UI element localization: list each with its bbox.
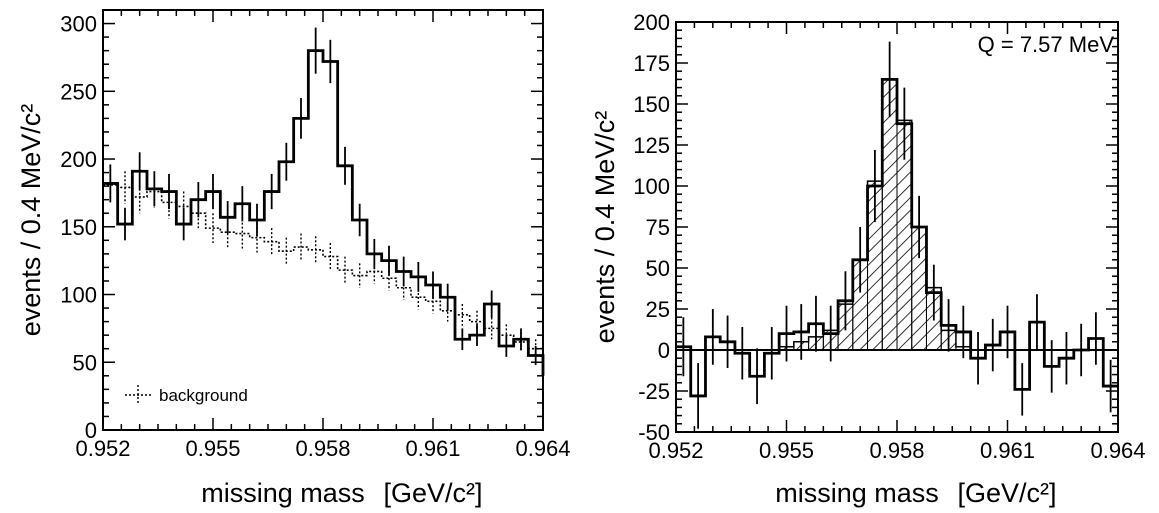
left-x-axis-label: missing mass: [201, 478, 365, 508]
left-y-axis-label: events / 0.4 MeV/c²: [16, 104, 46, 337]
right-x-axis-unit: [GeV/c²]: [957, 478, 1056, 508]
left-chart: 0.952 0.955 0.958 0.961 0.964 0 50 100 150 200 250…: [16, 9, 571, 508]
right-x-axis-label: missing mass: [775, 478, 939, 508]
right-y-tick-label: 50: [646, 256, 670, 281]
right-y-tick-label: 25: [646, 297, 670, 322]
left-y-tick-label: 100: [60, 283, 97, 308]
right-y-tick-label: 75: [646, 215, 670, 240]
right-x-tick-label: 0.955: [759, 438, 814, 463]
right-hatched-bin: [940, 329, 957, 351]
right-y-tick-label: -50: [638, 420, 670, 445]
left-y-tick-label: 150: [60, 215, 97, 240]
left-data-histogram: [103, 49, 545, 376]
right-y-tick-label: 125: [633, 133, 670, 158]
right-y-tick-label: 175: [633, 51, 670, 76]
q-value-annotation: Q = 7.57 MeV: [978, 32, 1115, 57]
left-y-tick-label: 300: [60, 12, 97, 37]
right-x-tick-label: 0.958: [869, 438, 924, 463]
left-y-tick-label: 200: [60, 147, 97, 172]
left-x-tick-label: 0.952: [75, 436, 130, 461]
right-y-tick-label: -25: [638, 379, 670, 404]
right-y-tick-label: 0: [658, 338, 670, 363]
legend-label: background: [159, 386, 248, 405]
left-y-tick-label: 0: [85, 418, 97, 443]
left-x-axis-unit: [GeV/c²]: [383, 478, 482, 508]
left-x-tick-label: 0.958: [295, 436, 350, 461]
right-chart: 0.952 0.955 0.958 0.961 0.964 -50 -25 0 25 50 75 10…: [590, 10, 1146, 508]
right-y-tick-label: 100: [633, 174, 670, 199]
left-y-tick-label: 250: [60, 79, 97, 104]
right-y-tick-label: 150: [633, 92, 670, 117]
right-x-tick-label: 0.952: [648, 438, 703, 463]
right-y-axis-label: events / 0.4 MeV/c²: [590, 111, 620, 344]
left-plot-frame: [102, 9, 544, 431]
left-y-tick-label: 50: [73, 350, 97, 375]
right-hatched-bin: [925, 287, 942, 351]
left-x-tick-label: 0.961: [405, 436, 460, 461]
left-x-tick-label: 0.964: [515, 436, 570, 461]
right-x-tick-label: 0.964: [1090, 438, 1145, 463]
right-y-tick-label: 200: [633, 10, 670, 35]
left-background-histogram: [103, 183, 544, 352]
right-hatched-bin: [955, 346, 972, 351]
left-x-tick-label: 0.955: [185, 436, 240, 461]
right-x-tick-label: 0.961: [980, 438, 1035, 463]
